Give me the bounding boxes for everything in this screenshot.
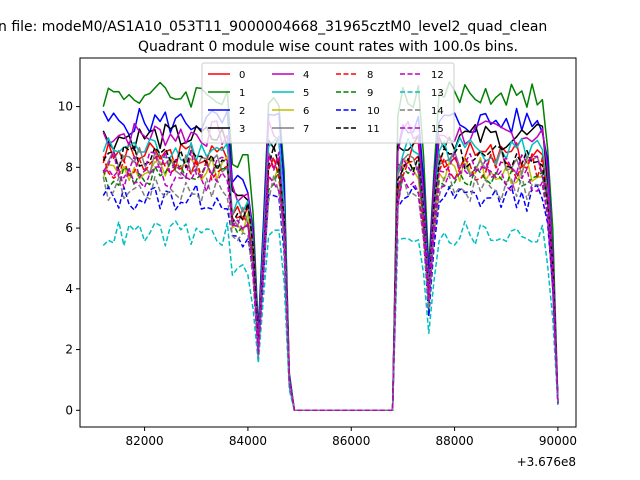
legend-label-12: 12: [431, 70, 444, 81]
x-tick-label: 86000: [332, 434, 370, 448]
x-axis: 82000 84000 86000 88000 90000: [125, 427, 577, 448]
figure-suptitle: n file: modeM0/AS1A10_053T11_9000004668_…: [0, 19, 547, 35]
legend-label-2: 2: [239, 106, 245, 117]
y-axis: 0 2 4 6 8 10: [58, 100, 80, 417]
legend-label-15: 15: [431, 124, 444, 135]
legend-label-5: 5: [303, 88, 309, 99]
x-tick-label: 88000: [435, 434, 473, 448]
legend-label-4: 4: [303, 70, 309, 81]
legend-label-7: 7: [303, 124, 309, 135]
legend-label-8: 8: [367, 70, 373, 81]
legend-label-9: 9: [367, 88, 373, 99]
legend-label-6: 6: [303, 106, 309, 117]
legend-label-13: 13: [431, 88, 444, 99]
y-tick-label: 8: [65, 160, 73, 174]
legend-label-0: 0: [239, 70, 245, 81]
x-tick-label: 82000: [125, 434, 163, 448]
y-tick-label: 10: [58, 100, 73, 114]
y-tick-label: 6: [65, 221, 73, 235]
series-line-15: [102, 165, 559, 412]
y-tick-label: 2: [65, 343, 73, 357]
legend-label-10: 10: [367, 106, 380, 117]
x-axis-offset-label: +3.676e8: [517, 455, 576, 469]
legend-box: [201, 62, 455, 144]
y-tick-label: 0: [65, 403, 73, 417]
legend-label-14: 14: [431, 106, 444, 117]
legend-label-11: 11: [367, 124, 380, 135]
plot-area-frame: [79, 57, 577, 428]
chart-title: Quadrant 0 module wise count rates with …: [138, 39, 518, 55]
series-layer: [102, 81, 559, 412]
x-tick-label: 84000: [229, 434, 267, 448]
legend-label-1: 1: [239, 88, 245, 99]
legend-label-3: 3: [239, 124, 245, 135]
y-tick-label: 4: [65, 282, 73, 296]
x-tick-label: 90000: [539, 434, 577, 448]
